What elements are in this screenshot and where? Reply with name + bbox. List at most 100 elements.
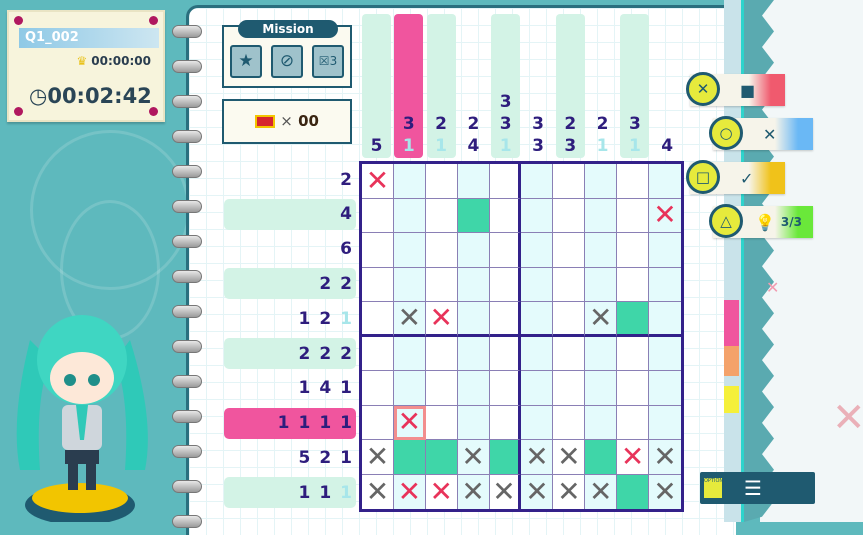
empty-cell[interactable] bbox=[457, 164, 490, 199]
empty-cell[interactable] bbox=[425, 267, 458, 302]
empty-cell[interactable] bbox=[553, 405, 586, 440]
empty-cell[interactable] bbox=[585, 371, 618, 406]
empty-cell[interactable] bbox=[585, 233, 618, 268]
empty-cell[interactable] bbox=[649, 233, 681, 268]
empty-cell[interactable] bbox=[489, 371, 522, 406]
empty-cell[interactable] bbox=[362, 405, 394, 440]
column-clue[interactable]: 5 bbox=[362, 14, 391, 158]
empty-cell[interactable] bbox=[553, 198, 586, 233]
empty-cell[interactable] bbox=[489, 233, 522, 268]
empty-cell[interactable] bbox=[425, 371, 458, 406]
empty-cell[interactable] bbox=[553, 336, 586, 371]
empty-cell[interactable] bbox=[489, 302, 522, 337]
empty-cell[interactable] bbox=[553, 233, 586, 268]
page-tab-pink[interactable] bbox=[724, 300, 739, 346]
empty-cell[interactable] bbox=[393, 336, 426, 371]
empty-cell[interactable] bbox=[617, 267, 650, 302]
empty-cell[interactable] bbox=[425, 405, 458, 440]
filled-cell[interactable] bbox=[617, 302, 650, 337]
control-row[interactable]: □ ✓ bbox=[686, 160, 785, 194]
page-tab-orange[interactable] bbox=[724, 346, 739, 376]
empty-cell[interactable] bbox=[617, 164, 650, 199]
filled-cell[interactable] bbox=[617, 474, 650, 509]
empty-cell[interactable] bbox=[489, 405, 522, 440]
empty-cell[interactable] bbox=[553, 371, 586, 406]
filled-cell[interactable] bbox=[585, 440, 618, 475]
empty-cell[interactable] bbox=[649, 302, 681, 337]
empty-cell[interactable] bbox=[585, 336, 618, 371]
square-button[interactable]: □ bbox=[686, 160, 720, 194]
crossed-cell[interactable]: ✕ bbox=[553, 440, 586, 475]
empty-cell[interactable] bbox=[585, 267, 618, 302]
crossed-cell[interactable]: ✕ bbox=[553, 474, 586, 509]
mistake-cell[interactable]: ✕ bbox=[617, 440, 650, 475]
cross-button[interactable]: ✕ bbox=[686, 72, 720, 106]
empty-cell[interactable] bbox=[585, 405, 618, 440]
circle-button[interactable]: ○ bbox=[709, 116, 743, 150]
crossed-cell[interactable]: ✕ bbox=[457, 440, 490, 475]
empty-cell[interactable] bbox=[649, 371, 681, 406]
page-tab-yellow[interactable] bbox=[724, 386, 739, 413]
empty-cell[interactable] bbox=[457, 267, 490, 302]
empty-cell[interactable] bbox=[457, 371, 490, 406]
mistake-cell[interactable]: ✕ bbox=[393, 474, 426, 509]
empty-cell[interactable] bbox=[425, 164, 458, 199]
empty-cell[interactable] bbox=[585, 198, 618, 233]
empty-cell[interactable] bbox=[553, 302, 586, 337]
crossed-cell[interactable]: ✕ bbox=[362, 440, 394, 475]
empty-cell[interactable] bbox=[617, 198, 650, 233]
empty-cell[interactable] bbox=[521, 405, 554, 440]
mistake-cell[interactable]: ✕ bbox=[362, 164, 394, 199]
empty-cell[interactable] bbox=[649, 267, 681, 302]
empty-cell[interactable] bbox=[617, 405, 650, 440]
filled-cell[interactable] bbox=[457, 198, 490, 233]
empty-cell[interactable] bbox=[393, 164, 426, 199]
triangle-button[interactable]: △ bbox=[709, 204, 743, 238]
empty-cell[interactable] bbox=[362, 336, 394, 371]
empty-cell[interactable] bbox=[457, 405, 490, 440]
empty-cell[interactable] bbox=[489, 198, 522, 233]
empty-cell[interactable] bbox=[521, 371, 554, 406]
empty-cell[interactable] bbox=[362, 371, 394, 406]
empty-cell[interactable] bbox=[489, 336, 522, 371]
empty-cell[interactable] bbox=[617, 233, 650, 268]
empty-cell[interactable] bbox=[521, 336, 554, 371]
empty-cell[interactable] bbox=[457, 336, 490, 371]
filled-cell[interactable] bbox=[489, 440, 522, 475]
empty-cell[interactable] bbox=[649, 405, 681, 440]
empty-cell[interactable] bbox=[393, 233, 426, 268]
crossed-cell[interactable]: ✕ bbox=[649, 474, 681, 509]
puzzle-grid[interactable]: ✕ ✕ ✕ ✕ ✕ ✕ ✕ ✕ ✕ ✕ ✕ ✕ ✕ ✕ ✕ ✕ ✕ ✕ ✕ ✕ ✕ bbox=[359, 161, 684, 512]
empty-cell[interactable] bbox=[425, 336, 458, 371]
crossed-cell[interactable]: ✕ bbox=[521, 440, 554, 475]
empty-cell[interactable] bbox=[553, 267, 586, 302]
control-row[interactable]: ○ ✕ bbox=[709, 116, 813, 150]
empty-cell[interactable] bbox=[521, 267, 554, 302]
row-clue[interactable]: 4 bbox=[224, 198, 356, 230]
empty-cell[interactable] bbox=[521, 233, 554, 268]
empty-cell[interactable] bbox=[362, 267, 394, 302]
crossed-cell[interactable]: ✕ bbox=[362, 474, 394, 509]
empty-cell[interactable] bbox=[521, 164, 554, 199]
crossed-cell[interactable]: ✕ bbox=[521, 474, 554, 509]
mistake-cell[interactable]: ✕ bbox=[649, 198, 681, 233]
filled-cell[interactable] bbox=[393, 440, 426, 475]
empty-cell[interactable] bbox=[457, 233, 490, 268]
mistake-cell[interactable]: ✕ bbox=[425, 302, 458, 337]
empty-cell[interactable] bbox=[362, 198, 394, 233]
crossed-cell[interactable]: ✕ bbox=[393, 302, 426, 337]
empty-cell[interactable] bbox=[425, 198, 458, 233]
empty-cell[interactable] bbox=[362, 233, 394, 268]
row-clue[interactable]: 2 bbox=[224, 164, 356, 195]
empty-cell[interactable] bbox=[649, 164, 681, 199]
